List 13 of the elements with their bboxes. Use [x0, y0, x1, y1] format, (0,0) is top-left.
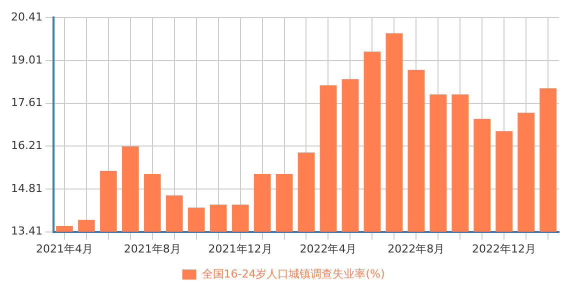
x-tick-label: 2022年4月 [300, 242, 357, 256]
y-tick-label: 13.41 [10, 224, 42, 238]
x-tick-label: 2022年12月 [472, 242, 536, 256]
y-tick-label: 17.61 [10, 96, 42, 110]
x-tick-label: 2022年8月 [388, 242, 445, 256]
x-tick-label: 2021年12月 [208, 242, 272, 256]
y-tick-label: 14.81 [10, 182, 42, 195]
x-tick-label: 2021年8月 [124, 242, 181, 256]
y-tick-label: 20.41 [10, 10, 42, 24]
y-tick-label: 16.21 [10, 138, 42, 152]
legend-label: 全国16-24岁人口城镇调查失业率(%) [202, 267, 385, 280]
y-tick-label: 19.01 [10, 53, 42, 66]
x-tick-label: 2021年4月 [36, 242, 93, 256]
